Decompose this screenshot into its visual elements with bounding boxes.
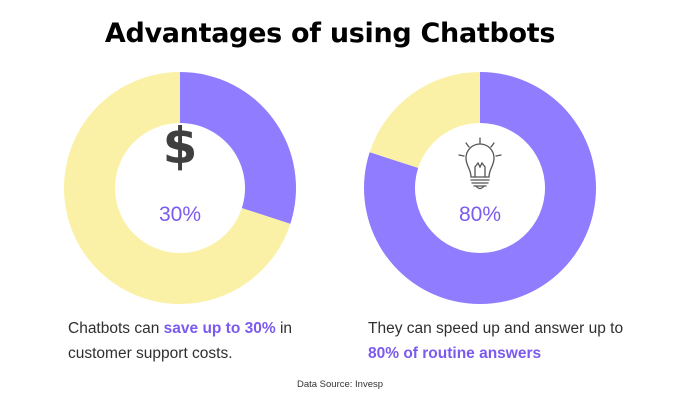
data-source-note: Data Source: Invesp: [296, 379, 384, 390]
donut-slices: [63, 72, 296, 304]
caption-text: Chatbots can: [68, 320, 164, 337]
caption-text: They can speed up and answer up to: [368, 320, 624, 337]
donut-slice-1: [364, 72, 596, 304]
donut-svg-1: $ 30%: [63, 72, 296, 304]
center-label: 30%: [159, 203, 201, 226]
chart-title: Advantages of using Chatbots: [104, 18, 556, 49]
caption-text: in customer support costs.: [68, 320, 293, 362]
caption-cost-savings: Chatbots can save up to 30% in customer …: [68, 316, 348, 366]
center-label: 80%: [459, 203, 501, 226]
lightbulb-icon: [458, 137, 502, 190]
caption-highlight: save up to 30%: [163, 320, 276, 337]
svg-text:$: $: [163, 117, 198, 175]
donut-chart-routine-answers: 80%: [362, 70, 598, 306]
donut-svg-2: 80%: [364, 72, 596, 304]
donut-slice-2: [63, 72, 291, 304]
donut-slice-1: [180, 72, 296, 224]
caption-highlight: 80% of routine answers: [368, 345, 542, 362]
donut-slices: [364, 72, 596, 304]
donut-slice-2: [369, 72, 480, 168]
donut-chart-cost-savings: $ 30%: [62, 70, 298, 306]
caption-routine-answers: They can speed up and answer up to 80% o…: [368, 316, 648, 366]
dollar-sign-icon: $: [163, 117, 198, 175]
